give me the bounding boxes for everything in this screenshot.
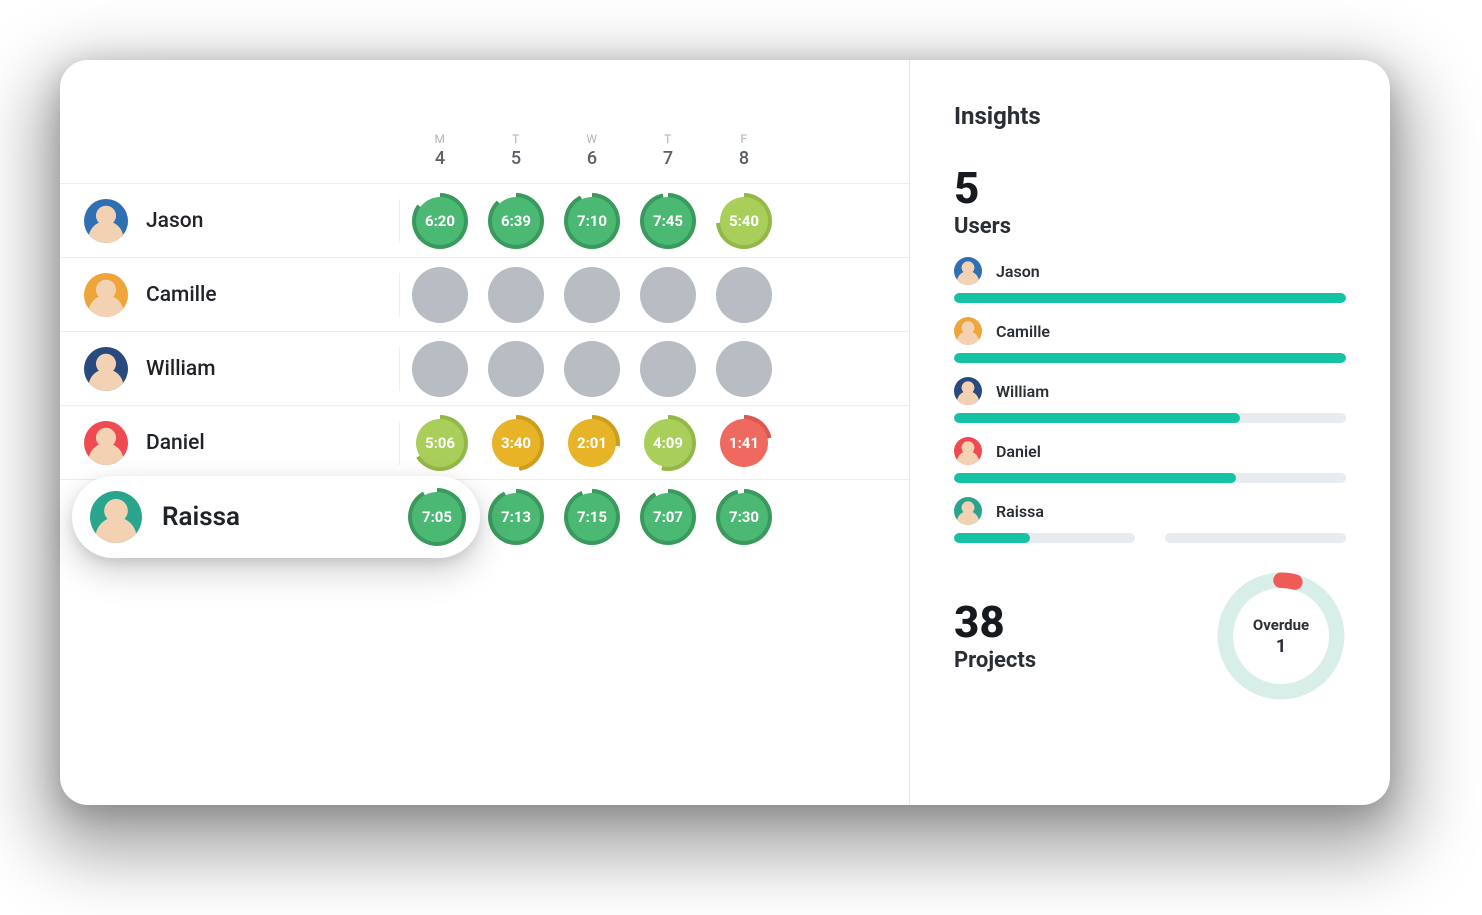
timesheet-row[interactable]: Daniel 5:06 3:40 2:01 4:09 1:41 [60, 406, 909, 480]
insights-user-item[interactable]: Raissa [954, 497, 1346, 543]
insights-user-item[interactable]: Jason [954, 257, 1346, 303]
insights-user-name: Raissa [996, 502, 1044, 521]
timesheet-row[interactable]: Jason 6:20 6:39 7:10 7:45 5:40 [60, 184, 909, 258]
time-cell[interactable]: 1:41 [716, 415, 772, 471]
time-cell[interactable]: 3:40 [488, 415, 544, 471]
person-name: Raissa [162, 502, 240, 532]
overdue-count: 1 [1276, 636, 1286, 657]
timesheet-row[interactable]: Raissa 7:05 7:13 7:15 7:07 7:30 [60, 480, 909, 554]
users-label: Users [954, 214, 1346, 239]
dashboard-card: M4 T5 W6 T7 F8 Jason 6:20 6:39 7:10 7:45 5:40 Cami… [60, 60, 1390, 805]
insights-user-name: Camille [996, 322, 1050, 341]
avatar [954, 497, 982, 525]
insights-user-item[interactable]: William [954, 377, 1346, 423]
avatar [84, 421, 128, 465]
avatar [954, 377, 982, 405]
avatar [84, 273, 128, 317]
selected-row-popout[interactable]: Raissa 7:05 [72, 476, 480, 558]
time-cell[interactable]: 7:10 [564, 193, 620, 249]
person-name: Jason [146, 209, 203, 233]
person-cell[interactable]: Camille [60, 273, 400, 317]
day-header: M4 [412, 132, 468, 169]
person-name: Camille [146, 283, 217, 307]
projects-count: 38 [954, 600, 1036, 644]
avatar [90, 491, 142, 543]
insights-panel: Insights 5 Users Jason Camille William Dani… [910, 60, 1390, 805]
time-cell[interactable]: 7:30 [716, 489, 772, 545]
time-cell[interactable]: 6:39 [488, 193, 544, 249]
timesheet-row[interactable]: Camille [60, 258, 909, 332]
time-cell[interactable] [716, 341, 772, 397]
users-stat: 5 Users [954, 166, 1346, 239]
timesheet-row[interactable]: William [60, 332, 909, 406]
insights-user-item[interactable]: Camille [954, 317, 1346, 363]
time-cell[interactable] [488, 341, 544, 397]
time-cells: 6:20 6:39 7:10 7:45 5:40 [400, 193, 909, 249]
time-cell[interactable] [716, 267, 772, 323]
progress-bar [954, 293, 1346, 303]
time-cell[interactable] [488, 267, 544, 323]
progress-bar [954, 473, 1346, 483]
time-cells [400, 267, 909, 323]
time-cell[interactable]: 5:40 [716, 193, 772, 249]
timesheet-panel: M4 T5 W6 T7 F8 Jason 6:20 6:39 7:10 7:45 5:40 Cami… [60, 60, 910, 805]
time-cell[interactable]: 7:13 [488, 489, 544, 545]
time-cell[interactable] [640, 267, 696, 323]
insights-user-name: Jason [996, 262, 1040, 281]
time-cell[interactable] [640, 341, 696, 397]
avatar [84, 199, 128, 243]
time-cell[interactable] [412, 341, 468, 397]
time-cell[interactable]: 2:01 [564, 415, 620, 471]
progress-bar [954, 413, 1346, 423]
time-cell[interactable]: 7:07 [640, 489, 696, 545]
projects-stat: 38 Projects [954, 600, 1036, 673]
progress-bar [1165, 533, 1346, 543]
users-list: Jason Camille William Daniel Raissa [954, 257, 1346, 543]
insights-user-item[interactable]: Daniel [954, 437, 1346, 483]
avatar [954, 257, 982, 285]
avatar [954, 437, 982, 465]
progress-bar [954, 353, 1346, 363]
time-cell[interactable]: 7:45 [640, 193, 696, 249]
progress-bar [954, 533, 1135, 543]
time-cell[interactable]: 6:20 [412, 193, 468, 249]
timesheet-header: M4 T5 W6 T7 F8 [60, 132, 909, 184]
time-cell[interactable] [564, 267, 620, 323]
person-cell[interactable]: Daniel [60, 421, 400, 465]
time-cell[interactable]: 4:09 [640, 415, 696, 471]
time-cell[interactable] [412, 267, 468, 323]
time-cells [400, 341, 909, 397]
insights-user-name: William [996, 382, 1049, 401]
person-name: Daniel [146, 431, 205, 455]
overdue-donut[interactable]: Overdue 1 [1216, 571, 1346, 701]
time-cell[interactable]: 7:15 [564, 489, 620, 545]
insights-title: Insights [954, 102, 1346, 130]
avatar [84, 347, 128, 391]
person-name: William [146, 357, 216, 381]
day-header: T5 [488, 132, 544, 169]
users-count: 5 [954, 166, 1346, 210]
person-cell[interactable]: William [60, 347, 400, 391]
overdue-label: Overdue [1253, 616, 1309, 634]
time-cells: 5:06 3:40 2:01 4:09 1:41 [400, 415, 909, 471]
time-cell[interactable]: 7:05 [408, 488, 466, 546]
time-cell[interactable] [564, 341, 620, 397]
avatar [954, 317, 982, 345]
insights-user-name: Daniel [996, 442, 1041, 461]
time-cell[interactable]: 5:06 [412, 415, 468, 471]
person-cell[interactable]: Jason [60, 199, 400, 243]
day-header: F8 [716, 132, 772, 169]
day-header: T7 [640, 132, 696, 169]
day-header: W6 [564, 132, 620, 169]
projects-label: Projects [954, 648, 1036, 673]
